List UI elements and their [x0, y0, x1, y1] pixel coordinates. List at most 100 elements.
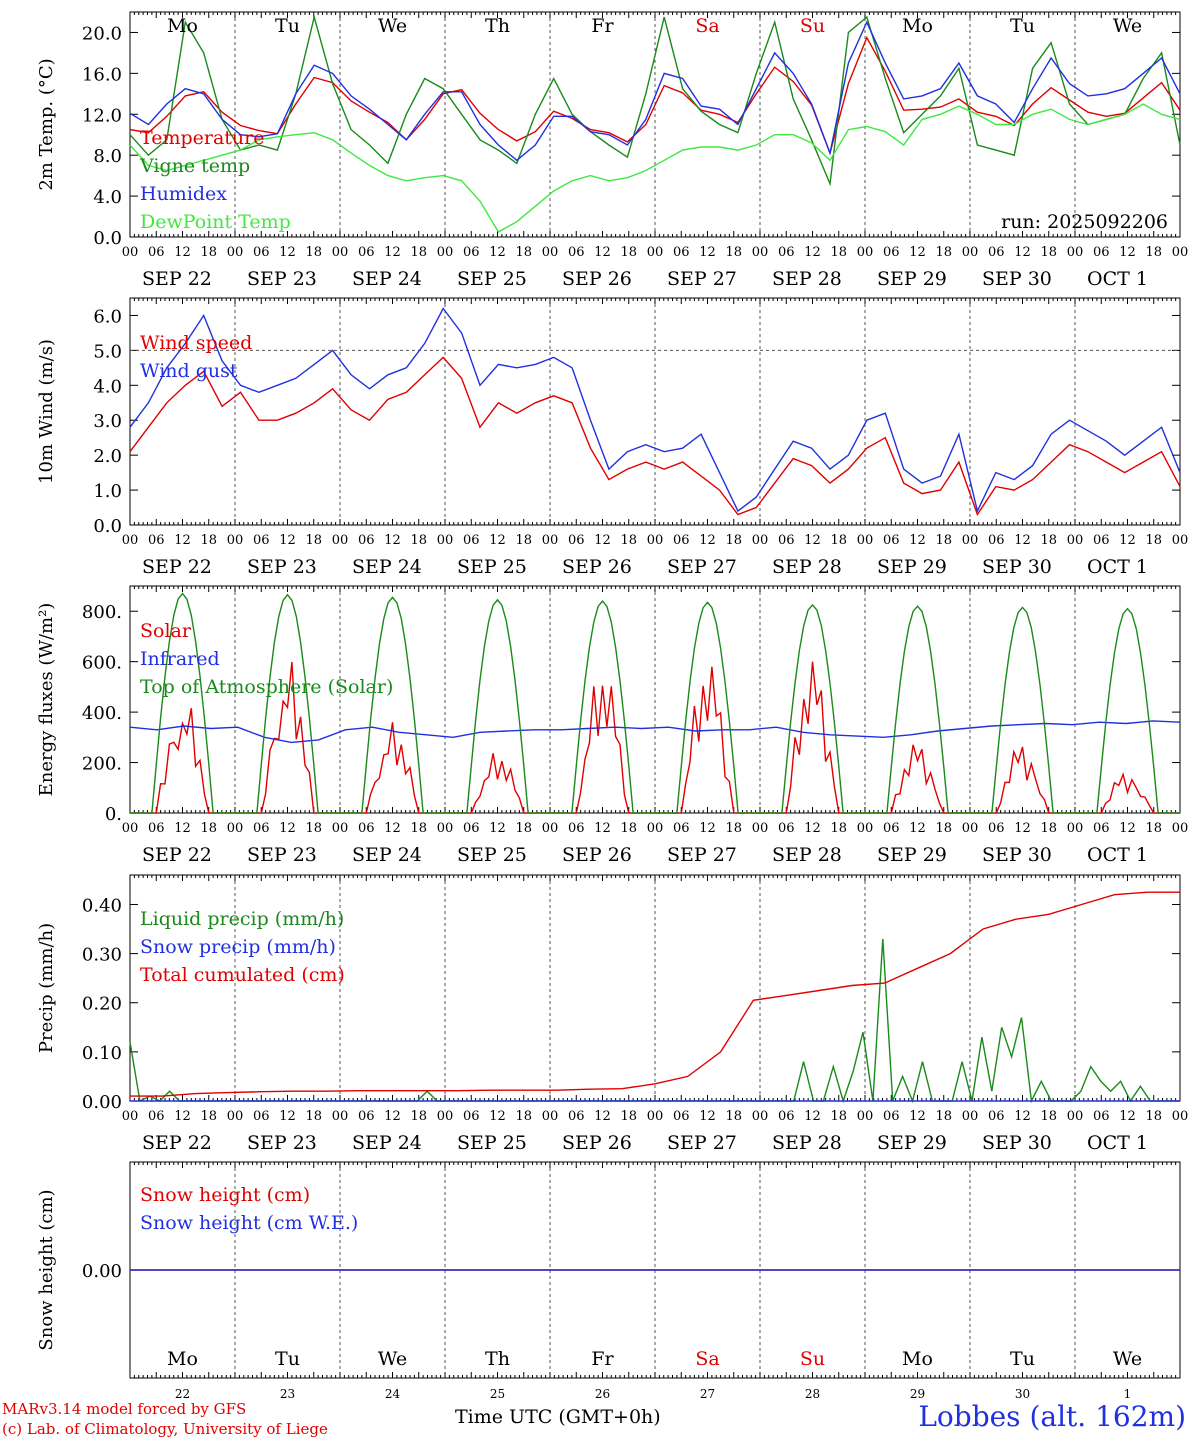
legend-entry: Total cumulated (cm) — [140, 964, 345, 986]
hour-tick-label: 06 — [988, 533, 1005, 548]
hour-tick-label: 18 — [830, 245, 847, 260]
hour-tick-label: 12 — [699, 821, 716, 836]
hour-tick-label: 00 — [857, 533, 874, 548]
legend-entry: Top of Atmosphere (Solar) — [140, 676, 393, 698]
date-label: SEP 24 — [352, 268, 422, 290]
hour-tick-label: 06 — [358, 245, 375, 260]
date-label: SEP 30 — [982, 844, 1052, 866]
hour-tick-label: 06 — [778, 821, 795, 836]
date-label: SEP 27 — [667, 268, 737, 290]
weekday-label: Tu — [1010, 1348, 1035, 1370]
hour-tick-label: 06 — [1093, 245, 1110, 260]
hour-tick-label: 06 — [358, 533, 375, 548]
weekday-label: Sa — [695, 1348, 719, 1370]
hour-tick-label: 18 — [620, 245, 637, 260]
weekday-label: Mo — [902, 15, 933, 37]
date-label: SEP 23 — [247, 1132, 317, 1154]
series-humidex — [129, 20, 1181, 162]
date-label: SEP 23 — [247, 268, 317, 290]
hour-tick-label: 12 — [1119, 245, 1136, 260]
hour-tick-label: 12 — [489, 1109, 506, 1124]
date-label: OCT 1 — [1087, 844, 1148, 866]
hour-tick-label: 06 — [883, 821, 900, 836]
date-label: SEP 30 — [982, 556, 1052, 578]
hour-tick-label: 06 — [568, 821, 585, 836]
date-label: SEP 22 — [142, 1132, 212, 1154]
hour-tick-label: 12 — [699, 1109, 716, 1124]
hour-tick-label: 12 — [804, 821, 821, 836]
credit-line-1: MARv3.14 model forced by GFS — [2, 1400, 247, 1418]
hour-tick-label: 18 — [200, 821, 217, 836]
hour-tick-label: 06 — [988, 821, 1005, 836]
hour-tick-label: 06 — [148, 245, 165, 260]
y-tick-label: 0.30 — [82, 945, 122, 966]
hour-tick-label: 06 — [1093, 533, 1110, 548]
hour-tick-label: 18 — [515, 245, 532, 260]
weekday-label: We — [1113, 15, 1142, 37]
weekday-label: Tu — [1010, 15, 1035, 37]
hour-tick-label: 12 — [279, 1109, 296, 1124]
day-number-label: 30 — [1015, 1387, 1030, 1401]
hour-tick-label: 06 — [673, 245, 690, 260]
hour-tick-label: 18 — [410, 821, 427, 836]
legend-entry: Snow precip (mm/h) — [140, 936, 336, 958]
legend-entry: Temperature — [140, 127, 264, 149]
hour-tick-label: 00 — [227, 533, 244, 548]
hour-tick-label: 06 — [358, 1109, 375, 1124]
hour-tick-label: 12 — [1119, 821, 1136, 836]
hour-tick-label: 18 — [725, 533, 742, 548]
hour-tick-label: 18 — [1145, 533, 1162, 548]
panel-precip: 0.00 0.10 0.20 0.30 0.40 Precip (mm/h) Liquid … — [36, 874, 1188, 1154]
hour-tick-label: 06 — [568, 533, 585, 548]
hour-tick-label: 12 — [384, 821, 401, 836]
hour-tick-label: 06 — [253, 245, 270, 260]
hour-tick-label: 00 — [1067, 245, 1084, 260]
hour-tick-label: 18 — [200, 245, 217, 260]
date-label: SEP 27 — [667, 556, 737, 578]
weekday-label: We — [378, 15, 407, 37]
hour-tick-label: 12 — [909, 1109, 926, 1124]
station-label: Lobbes (alt. 162m) — [918, 1400, 1186, 1433]
weekday-label: We — [1113, 1348, 1142, 1370]
hour-tick-label: 00 — [857, 245, 874, 260]
hour-tick-label: 12 — [909, 245, 926, 260]
y-tick-label: 0.00 — [82, 1261, 122, 1282]
date-label: OCT 1 — [1087, 268, 1148, 290]
y-tick-label: 20.0 — [82, 23, 122, 44]
weekday-label: Su — [800, 15, 825, 37]
hour-tick-label: 06 — [568, 245, 585, 260]
date-label: SEP 23 — [247, 844, 317, 866]
y-tick-label: 600. — [82, 653, 122, 674]
panel-wind: 0.0 1.0 2.0 3.0 4.0 5.0 6.0 10m Wind (m/s) Wind … — [36, 297, 1188, 578]
series-infrared — [129, 720, 1181, 744]
y-tick-label: 400. — [82, 703, 122, 724]
hour-tick-label: 12 — [594, 1109, 611, 1124]
y-axis-label: Snow height (cm) — [36, 1189, 57, 1350]
date-label: SEP 27 — [667, 844, 737, 866]
hour-tick-label: 12 — [384, 245, 401, 260]
hour-tick-label: 18 — [725, 245, 742, 260]
hour-tick-label: 06 — [1093, 1109, 1110, 1124]
hour-tick-label: 12 — [594, 533, 611, 548]
date-label: SEP 24 — [352, 1132, 422, 1154]
weekday-label: Mo — [167, 15, 198, 37]
hour-tick-label: 18 — [935, 245, 952, 260]
date-label: SEP 29 — [877, 1132, 947, 1154]
hour-tick-label: 18 — [1145, 245, 1162, 260]
date-label: SEP 24 — [352, 844, 422, 866]
hour-tick-label: 18 — [305, 1109, 322, 1124]
hour-tick-label: 00 — [857, 821, 874, 836]
hour-tick-label: 12 — [384, 1109, 401, 1124]
series-dewpoint-temp — [129, 103, 1181, 233]
hour-tick-label: 12 — [1119, 533, 1136, 548]
date-label: SEP 26 — [562, 1132, 632, 1154]
hour-tick-label: 18 — [1040, 533, 1057, 548]
hour-tick-label: 06 — [148, 1109, 165, 1124]
hour-tick-label: 00 — [1067, 533, 1084, 548]
hour-tick-label: 00 — [647, 533, 664, 548]
y-tick-label: 3.0 — [93, 411, 122, 432]
hour-tick-label: 18 — [410, 533, 427, 548]
hour-tick-label: 00 — [752, 1109, 769, 1124]
hour-tick-label: 12 — [174, 1109, 191, 1124]
hour-tick-label: 00 — [332, 821, 349, 836]
